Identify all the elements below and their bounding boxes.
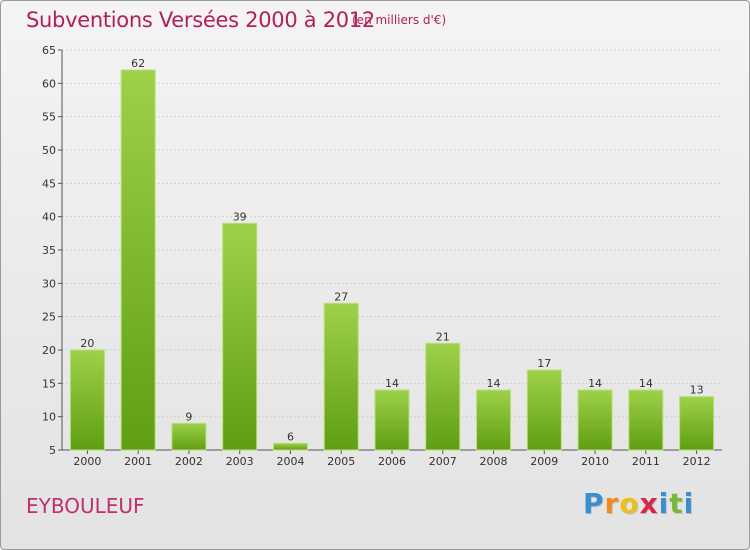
x-tick-label: 2007 xyxy=(429,455,457,468)
bar xyxy=(476,389,512,451)
x-tick-label: 2011 xyxy=(632,455,660,468)
bar xyxy=(526,369,562,451)
y-tick-label: 30 xyxy=(42,277,56,290)
x-tick-label: 2002 xyxy=(175,455,203,468)
data-labels: 20 62 9 39 6 27 14 21 14 17 14 14 13 xyxy=(80,57,703,443)
bars xyxy=(69,69,715,451)
bar xyxy=(323,302,359,451)
bar xyxy=(374,389,410,451)
y-tick-label: 40 xyxy=(42,211,56,224)
bar-value-label: 14 xyxy=(639,377,653,390)
x-tick-label: 2008 xyxy=(480,455,508,468)
bar-value-label: 21 xyxy=(436,330,450,343)
y-tick-label: 10 xyxy=(42,411,56,424)
bar xyxy=(628,389,664,451)
x-tick-label: 2009 xyxy=(530,455,558,468)
bar-value-label: 14 xyxy=(588,377,602,390)
axes: 5 10 15 20 25 30 35 40 45 50 55 60 65 2000 2001 2002 200… xyxy=(42,44,722,468)
bar xyxy=(69,349,105,451)
x-tick-label: 2006 xyxy=(378,455,406,468)
bar-value-label: 6 xyxy=(287,430,294,443)
y-tick-label: 20 xyxy=(42,344,56,357)
bar-value-label: 9 xyxy=(185,410,192,423)
bar-value-label: 13 xyxy=(690,384,704,397)
bar-value-label: 27 xyxy=(334,290,348,303)
y-tick-label: 25 xyxy=(42,311,56,324)
y-tick-label: 5 xyxy=(49,444,56,457)
x-tick-label: 2012 xyxy=(683,455,711,468)
logo-letter: t xyxy=(669,487,684,520)
x-tick-label: 2010 xyxy=(581,455,609,468)
y-tick-label: 45 xyxy=(42,177,56,190)
logo-letter: x xyxy=(639,487,659,520)
bar-value-label: 62 xyxy=(131,57,145,70)
bar-value-label: 14 xyxy=(385,377,399,390)
x-tick-label: 2004 xyxy=(276,455,304,468)
x-tick-label: 2005 xyxy=(327,455,355,468)
logo-letter: i xyxy=(683,487,695,520)
y-tick-label: 50 xyxy=(42,144,56,157)
bar xyxy=(222,222,258,451)
logo-letter: o xyxy=(619,487,640,520)
bar xyxy=(272,442,308,451)
y-tick-label: 15 xyxy=(42,377,56,390)
bar xyxy=(679,396,715,451)
bar-value-label: 17 xyxy=(537,357,551,370)
y-tick-label: 60 xyxy=(42,77,56,90)
logo-letter: P xyxy=(583,487,605,520)
logo-letter: r xyxy=(604,487,620,520)
grid-lines xyxy=(62,49,722,451)
bar-value-label: 39 xyxy=(233,210,247,223)
y-tick-label: 65 xyxy=(42,44,56,57)
logo-letter: i xyxy=(658,487,670,520)
bar-value-label: 14 xyxy=(487,377,501,390)
x-tick-label: 2001 xyxy=(124,455,152,468)
x-tick-label: 2000 xyxy=(73,455,101,468)
y-tick-label: 55 xyxy=(42,111,56,124)
commune-name: EYBOULEUF xyxy=(26,494,145,518)
chart-unit-note: (en milliers d'€) xyxy=(352,13,447,27)
bar xyxy=(120,69,156,451)
y-tick-label: 35 xyxy=(42,244,56,257)
bar xyxy=(425,342,461,451)
proxiti-logo: Proxiti xyxy=(583,487,694,520)
bar xyxy=(171,422,207,451)
x-tick-label: 2003 xyxy=(226,455,254,468)
bar xyxy=(577,389,613,451)
chart-title: Subventions Versées 2000 à 2012 xyxy=(26,8,375,32)
bar-value-label: 20 xyxy=(80,337,94,350)
